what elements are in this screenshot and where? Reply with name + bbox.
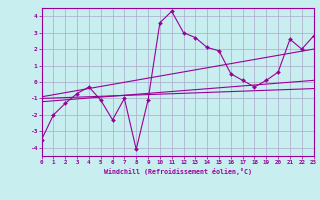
X-axis label: Windchill (Refroidissement éolien,°C): Windchill (Refroidissement éolien,°C) [104, 168, 252, 175]
